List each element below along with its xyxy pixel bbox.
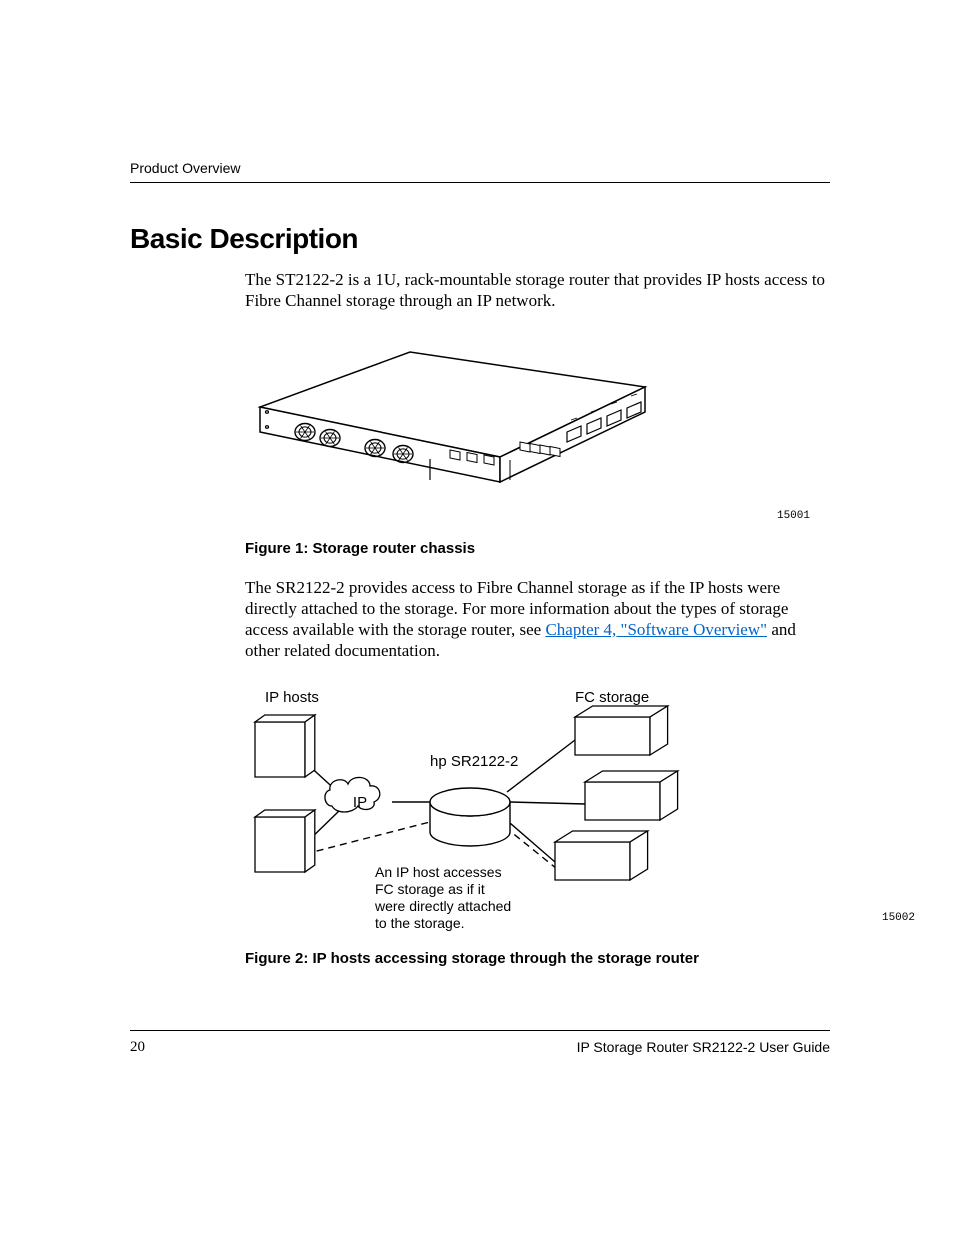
paragraph-2: The SR2122-2 provides access to Fibre Ch… [245,577,830,662]
chapter-4-link[interactable]: Chapter 4, "Software Overview" [545,620,767,639]
storage-router-chassis-diagram [245,332,665,522]
figure-1-caption: Figure 1: Storage router chassis [245,540,830,557]
figure-2-id: 15002 [882,912,915,924]
intro-paragraph: The ST2122-2 is a 1U, rack-mountable sto… [245,269,830,312]
figure-1-id: 15001 [777,510,810,522]
footer-rule [130,1030,830,1031]
network-topology-diagram: IP hosts FC storage hp SR2122-2 IP An IP hos… [245,682,685,937]
page-heading: Basic Description [130,223,830,255]
svg-text:were directly attached: were directly attached [374,898,511,914]
svg-text:hp SR2122-2: hp SR2122-2 [430,753,518,770]
svg-text:IP hosts: IP hosts [265,689,319,706]
header-rule [130,182,830,183]
svg-text:FC storage as if it: FC storage as if it [375,881,485,897]
figure-2-container: IP hosts FC storage hp SR2122-2 IP An IP hos… [245,682,830,942]
page-number: 20 [130,1039,145,1056]
svg-text:FC storage: FC storage [575,689,649,706]
page-footer: 20 IP Storage Router SR2122-2 User Guide [130,1030,830,1056]
header-section: Product Overview [130,160,830,176]
svg-text:to the storage.: to the storage. [375,915,465,931]
figure-2-caption: Figure 2: IP hosts accessing storage thr… [245,950,830,967]
document-title: IP Storage Router SR2122-2 User Guide [577,1039,830,1056]
svg-text:An IP host accesses: An IP host accesses [375,864,502,880]
figure-1-container: 15001 [245,332,830,532]
svg-text:IP: IP [353,794,367,811]
